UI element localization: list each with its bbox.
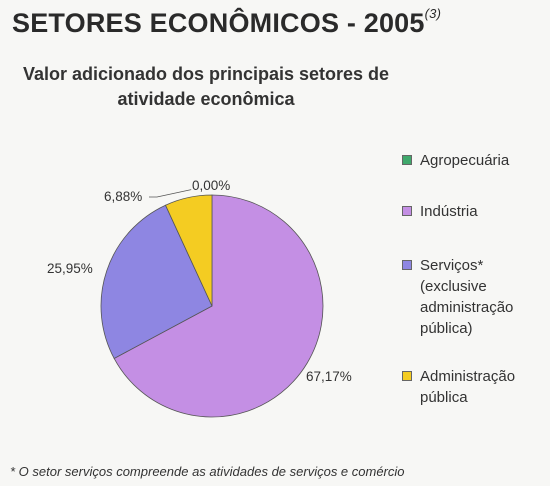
subtitle-line-1: Valor adicionado dos principais setores …: [22, 64, 390, 84]
chart-title-text: SETORES ECONÔMICOS - 2005: [12, 8, 425, 38]
legend-swatch: [402, 371, 412, 381]
slice-servicos: [100, 204, 213, 359]
legend-label-line: administração: [420, 299, 514, 316]
legend-label-line: pública: [420, 389, 468, 406]
data-label-agropecuaria: 0,00%: [192, 178, 230, 193]
subtitle-line-2: atividade econômica: [117, 89, 295, 109]
legend-swatch: [402, 260, 412, 270]
legend-swatch: [402, 206, 412, 216]
legend-label-line: Administração: [420, 368, 516, 385]
legend-label-line: pública): [420, 320, 473, 337]
legend-label-line: Serviços*: [420, 257, 484, 274]
chart-subtitle: Valor adicionado dos principais setores …: [0, 62, 412, 112]
slice-industria: [113, 194, 324, 418]
legend-label-line: Agropecuária: [420, 152, 510, 169]
legend-label-line: (exclusive: [420, 278, 487, 295]
data-label-servicos: 25,95%: [47, 261, 93, 276]
legend-label: Indústria: [420, 201, 550, 222]
data-label-administracao-publica: 6,88%: [104, 189, 142, 204]
legend-label: Administração pública: [420, 366, 550, 408]
leader-line-administracao-publica: [149, 189, 192, 198]
legend-label: Agropecuária: [420, 150, 550, 171]
data-label-industria: 67,17%: [306, 369, 352, 384]
legend-swatch: [402, 155, 412, 165]
footnote: * O setor serviços compreende as ativida…: [10, 464, 405, 479]
legend-label-line: Indústria: [420, 203, 478, 220]
legend-label: Serviços* (exclusive administração pública): [420, 255, 550, 339]
title-note: (3): [424, 6, 442, 21]
chart-title: SETORES ECONÔMICOS - 2005(3): [12, 6, 442, 39]
slice-administracao-publica: [164, 194, 213, 307]
